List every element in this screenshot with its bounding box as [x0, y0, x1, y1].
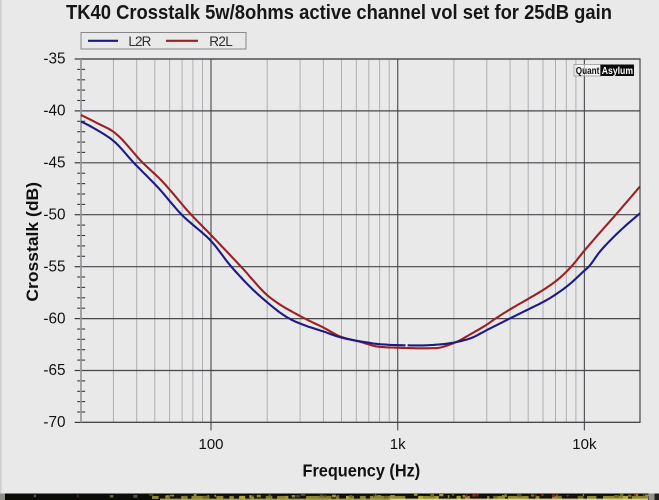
svg-text:Crosstalk (dB): Crosstalk (dB) [23, 182, 42, 302]
svg-text:-60: -60 [43, 310, 65, 327]
svg-text:-50: -50 [43, 206, 65, 223]
svg-text:-35: -35 [43, 51, 65, 68]
svg-text:Asylum: Asylum [602, 66, 633, 77]
svg-text:Quant: Quant [576, 66, 600, 77]
svg-text:-45: -45 [43, 155, 65, 172]
svg-text:L2R: L2R [128, 34, 151, 49]
svg-text:1k: 1k [390, 436, 406, 453]
svg-text:100: 100 [198, 436, 223, 453]
svg-text:-40: -40 [43, 103, 65, 120]
svg-text:TK40 Crosstalk 5w/8ohms active: TK40 Crosstalk 5w/8ohms active channel v… [66, 1, 612, 24]
svg-text:R2L: R2L [209, 34, 233, 49]
svg-text:-65: -65 [43, 362, 65, 379]
svg-text:10k: 10k [572, 436, 597, 453]
svg-text:-55: -55 [43, 258, 65, 275]
svg-text:Frequency (Hz): Frequency (Hz) [303, 461, 421, 481]
svg-text:-70: -70 [43, 414, 65, 431]
